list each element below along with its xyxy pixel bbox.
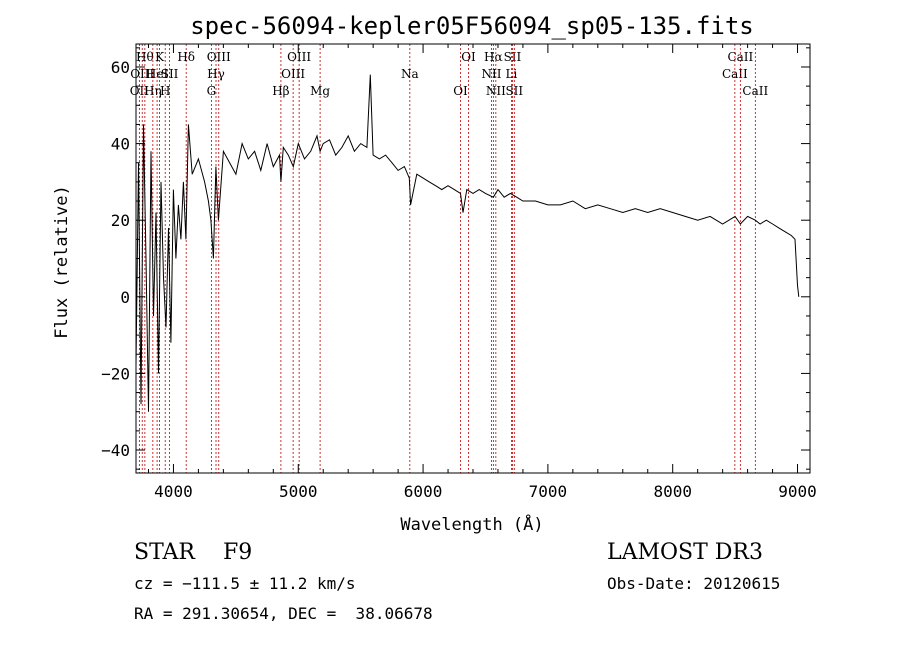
line-marker-label: Hδ (177, 50, 195, 64)
line-marker-label: Hη (144, 84, 162, 98)
chart-title: spec-56094-kepler05F56094_sp05-135.fits (190, 12, 754, 40)
y-tick-label: 40 (111, 135, 130, 154)
y-tick-label: 60 (111, 58, 130, 77)
line-marker-label: HeI (146, 67, 169, 81)
survey-name-text: LAMOST DR3 (607, 540, 763, 565)
line-marker-label: SII (161, 67, 179, 81)
line-marker-label: CaII (727, 50, 753, 64)
line-marker-label: OI (453, 84, 468, 98)
line-marker-label: Hα (484, 50, 503, 64)
line-marker-label: OIII (287, 50, 311, 64)
y-tick-label: −40 (101, 441, 130, 460)
line-marker-label: OIII (281, 67, 305, 81)
line-marker-label: OIII (207, 50, 231, 64)
y-tick-label: −20 (101, 364, 130, 383)
coordinates-text: RA = 291.30654, DEC = 38.06678 (134, 604, 433, 623)
line-marker-label: NII (481, 67, 501, 81)
plot-frame (135, 43, 811, 474)
line-marker-label: Hγ (207, 67, 225, 81)
line-marker-label: NII (486, 84, 506, 98)
y-axis-label: Flux (relative) (52, 185, 72, 339)
line-marker-label: OII (130, 84, 150, 98)
line-marker-label: Li (506, 67, 518, 81)
y-tick-label: 0 (120, 288, 130, 307)
line-marker-label: K (155, 50, 165, 64)
y-tick-label: 20 (111, 211, 130, 230)
line-markers: OIIOIIIHθHηHeIKHSIIHδGHγOIIIHβOIIIOIIIMg… (130, 44, 768, 473)
object-class-text: STAR F9 (134, 540, 253, 565)
line-marker-label: Hθ (136, 50, 154, 64)
line-marker-label: H (160, 84, 170, 98)
x-tick-label: 8000 (653, 482, 692, 501)
line-marker-label: SII (504, 50, 522, 64)
spectrum-series-line (135, 74, 800, 412)
line-marker-label: Mg (310, 84, 330, 98)
obs-date-text: Obs-Date: 20120615 (607, 574, 781, 593)
x-tick-label: 7000 (529, 482, 568, 501)
line-marker-label: OI (461, 50, 476, 64)
line-marker-label: Na (401, 67, 419, 81)
x-tick-label: 4000 (154, 482, 193, 501)
line-marker-label: SII (505, 84, 523, 98)
line-marker-label: CaII (722, 67, 748, 81)
line-marker-label: CaII (742, 84, 768, 98)
axis-ticks: 4000 5000 6000 7000 8000 9000 −40 −20 0 20 40 60 (101, 44, 817, 501)
x-tick-label: 9000 (778, 482, 817, 501)
line-marker-label: G (207, 84, 217, 98)
x-axis-label: Wavelength (Å) (400, 513, 543, 535)
redshift-text: cz = −111.5 ± 11.2 km/s (134, 574, 356, 593)
x-tick-label: 6000 (404, 482, 443, 501)
x-tick-label: 5000 (279, 482, 318, 501)
line-marker-label: Hβ (272, 84, 289, 98)
